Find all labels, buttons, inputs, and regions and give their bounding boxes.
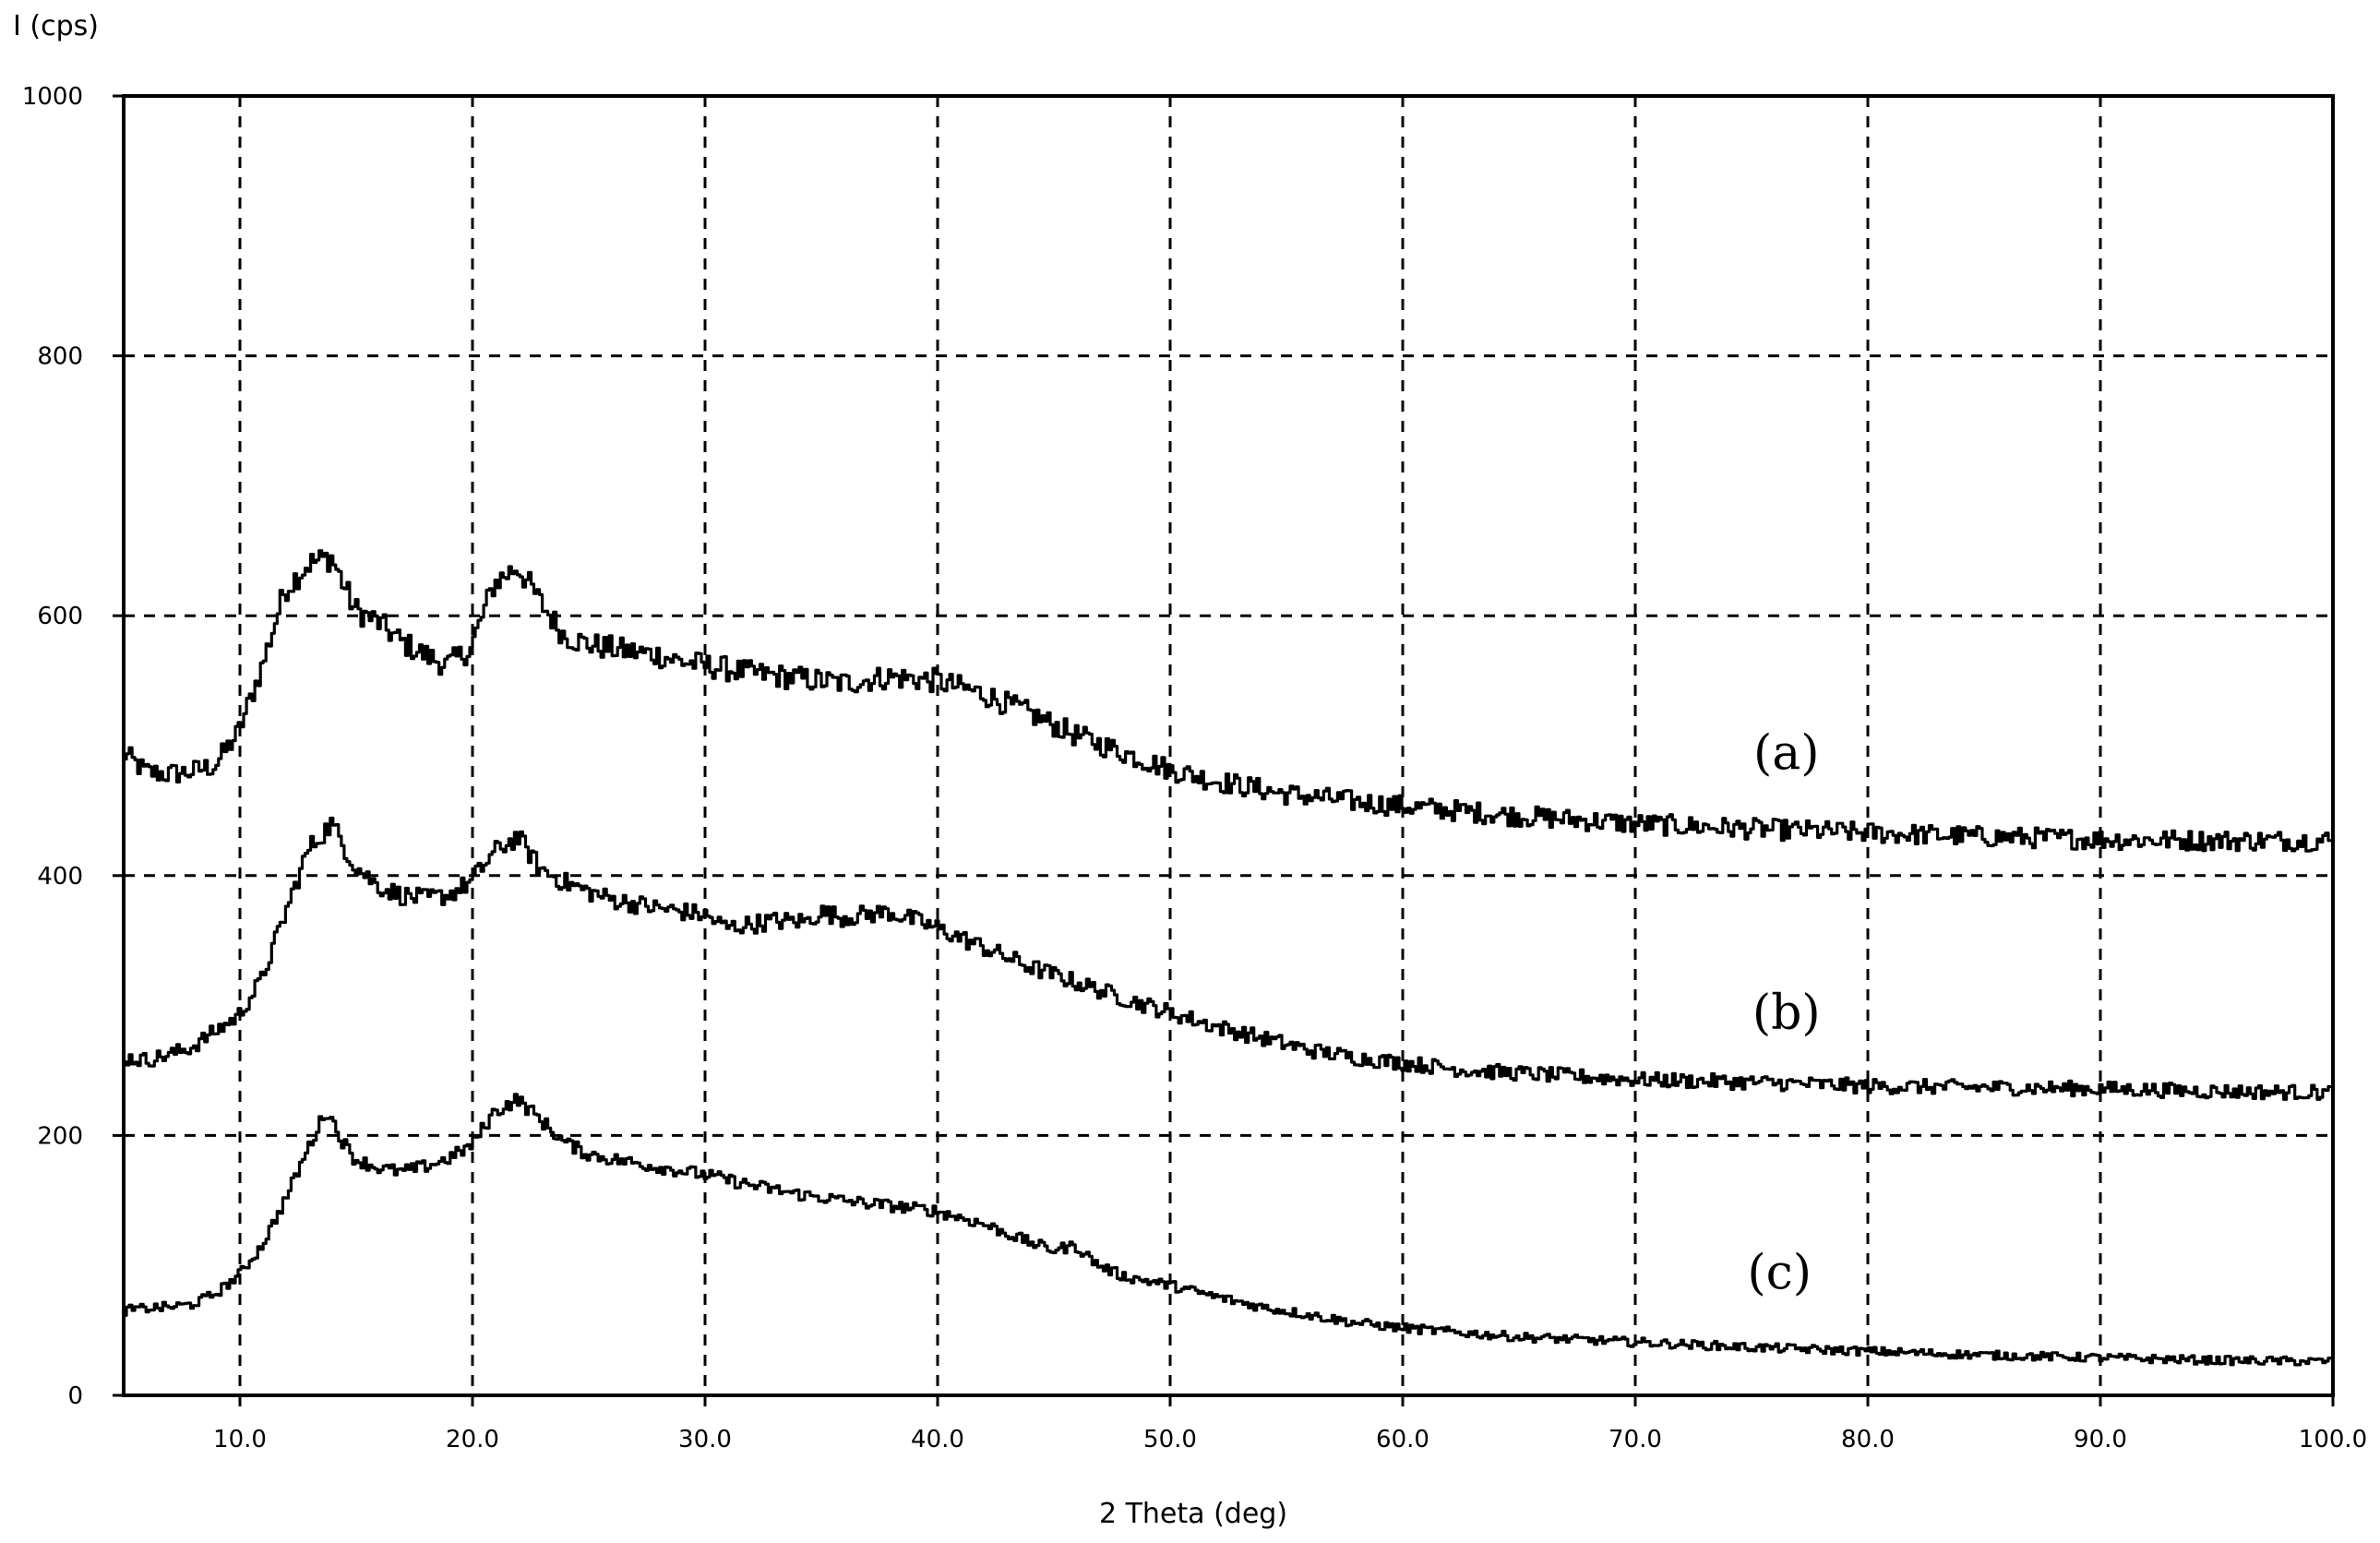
y-tick-label: 400 <box>37 863 83 891</box>
x-tick-label: 10.0 <box>213 1426 267 1453</box>
series-label-1: (b) <box>1752 986 1821 1041</box>
series-line-2 <box>122 1093 2331 1367</box>
y-tick-label: 800 <box>37 343 83 371</box>
x-tick-label: 30.0 <box>678 1426 732 1453</box>
x-tick-label: 60.0 <box>1376 1426 1429 1453</box>
x-tick-label: 40.0 <box>911 1426 964 1453</box>
y-tick-label: 1000 <box>22 83 83 111</box>
plot-frame <box>122 94 2335 1397</box>
x-tick-label: 90.0 <box>2074 1426 2127 1453</box>
x-tick-label: 100.0 <box>2299 1426 2367 1453</box>
y-axis-title: I (cps) <box>13 10 99 42</box>
y-axis: 0 200 400 600 800 1000 <box>22 83 124 1410</box>
x-axis-title: 2 Theta (deg) <box>1099 1498 1287 1530</box>
x-tick-label: 80.0 <box>1841 1426 1895 1453</box>
series-line-0 <box>122 549 2331 853</box>
x-tick-label: 70.0 <box>1609 1426 1662 1453</box>
x-tick-label: 50.0 <box>1143 1426 1197 1453</box>
x-axis: 10.0 20.0 30.0 40.0 50.0 60.0 70.0 80.0 90.0 100.… <box>213 1395 2367 1453</box>
x-tick-label: 20.0 <box>446 1426 499 1453</box>
series-group <box>122 549 2331 1367</box>
series-line-1 <box>122 816 2331 1101</box>
series-label-0: (a) <box>1753 725 1820 781</box>
series-labels: (a) (b) (c) <box>1747 725 1820 1300</box>
y-tick-label: 600 <box>37 603 83 630</box>
series-label-2: (c) <box>1747 1246 1812 1301</box>
y-tick-label: 200 <box>37 1122 83 1150</box>
y-tick-label: 0 <box>67 1382 83 1410</box>
grid-lines <box>124 96 2333 1395</box>
